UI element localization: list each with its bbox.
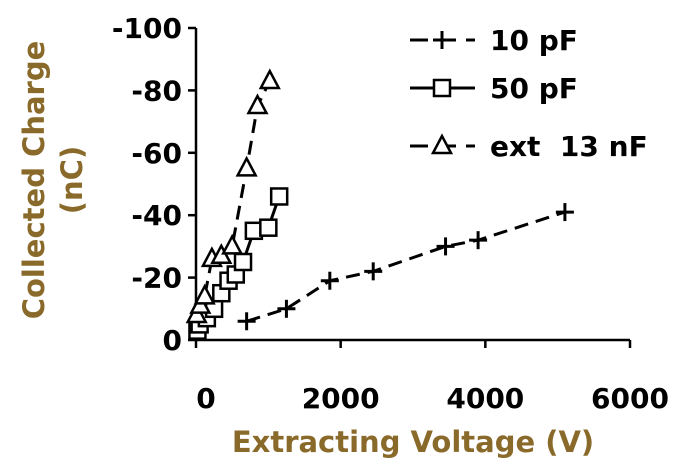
x-tick-label: 2000 — [302, 382, 380, 415]
y-tick-label: 0 — [163, 324, 182, 357]
data-point — [246, 93, 269, 115]
legend-item: ext 13 nF — [410, 130, 648, 163]
legend-label: 50 pF — [490, 72, 578, 105]
x-ticks: 0 2000 4000 6000 — [194, 340, 669, 415]
data-point — [258, 68, 281, 90]
legend-marker — [433, 31, 451, 49]
data-point — [277, 299, 296, 318]
x-axis-label: Extracting Voltage (V) — [232, 425, 594, 459]
data-point — [436, 237, 455, 256]
data-point — [555, 203, 574, 222]
y-tick-label: -80 — [131, 74, 182, 107]
data-point — [193, 283, 216, 305]
y-ticks: 0 -20 -40 -60 -80 -100 — [112, 12, 196, 357]
data-point — [235, 155, 258, 177]
y-axis-label-line2: (nC) — [55, 146, 89, 214]
data-point — [320, 271, 339, 290]
series-triangle — [185, 68, 281, 324]
legend-label: 10 pF — [490, 24, 578, 57]
data-point — [269, 187, 289, 206]
y-tick-label: -60 — [131, 137, 182, 170]
data-point — [259, 218, 278, 237]
legend-marker — [430, 133, 454, 155]
y-axis-label-line1: Collected Charge — [17, 41, 51, 320]
y-tick-label: -20 — [131, 262, 182, 295]
series-layer — [185, 68, 574, 340]
x-tick-label: 6000 — [591, 382, 669, 415]
legend-item: 50 pF — [410, 72, 578, 105]
data-point — [221, 233, 244, 255]
data-point — [364, 262, 383, 281]
data-point — [469, 231, 488, 250]
legend-label: ext 13 nF — [490, 130, 648, 163]
legend-item: 10 pF — [410, 24, 578, 57]
axes — [194, 28, 630, 342]
y-tick-label: -40 — [131, 199, 182, 232]
legend-marker — [432, 78, 452, 98]
series-plus — [237, 203, 574, 331]
series-line — [246, 210, 566, 323]
data-point — [237, 312, 256, 331]
x-tick-label: 0 — [196, 382, 215, 415]
x-tick-label: 4000 — [446, 382, 524, 415]
y-tick-label: -100 — [112, 12, 182, 45]
legend: 10 pF 50 pF ext 13 nF — [410, 24, 648, 163]
data-point — [233, 252, 253, 272]
